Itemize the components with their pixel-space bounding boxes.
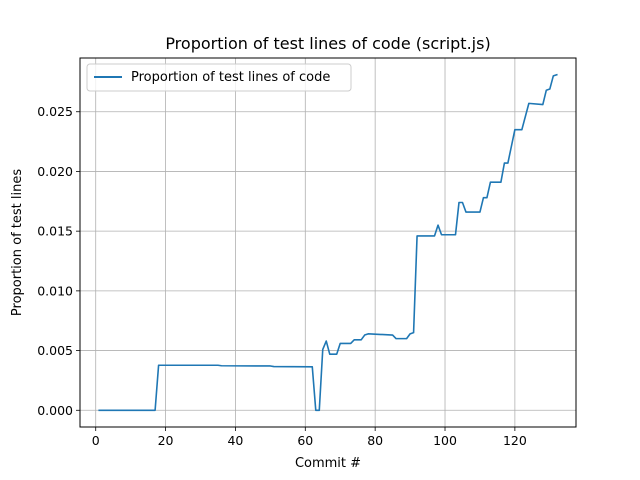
x-tick-label: 60 <box>297 433 313 448</box>
y-axis-label: Proportion of test lines <box>10 169 25 316</box>
y-tick-label: 0.000 <box>37 403 73 418</box>
x-tick-label: 120 <box>503 433 527 448</box>
grid-lines <box>80 58 576 427</box>
chart-title: Proportion of test lines of code (script… <box>165 34 490 53</box>
legend: Proportion of test lines of code <box>86 63 352 92</box>
x-tick-label: 0 <box>92 433 100 448</box>
legend-box <box>86 63 352 92</box>
x-tick-label: 80 <box>367 433 383 448</box>
y-tick-label: 0.010 <box>37 283 73 298</box>
y-tick-label: 0.015 <box>37 224 73 239</box>
series-layer <box>98 73 558 412</box>
plot-frame <box>79 57 577 428</box>
series-line <box>98 73 558 412</box>
y-tick-label: 0.025 <box>37 104 73 119</box>
x-tick-label: 40 <box>227 433 243 448</box>
x-tick-label: 100 <box>433 433 457 448</box>
x-tick-label: 20 <box>158 433 174 448</box>
y-tick-label: 0.005 <box>37 343 73 358</box>
axis-ticks: 0 20 40 60 80 100 120 0.000 0.005 0.010 0.015 0.020… <box>37 104 527 448</box>
legend-label: Proportion of test lines of code <box>131 70 330 85</box>
y-tick-label: 0.020 <box>37 164 73 179</box>
x-axis-label: Commit # <box>295 456 361 471</box>
